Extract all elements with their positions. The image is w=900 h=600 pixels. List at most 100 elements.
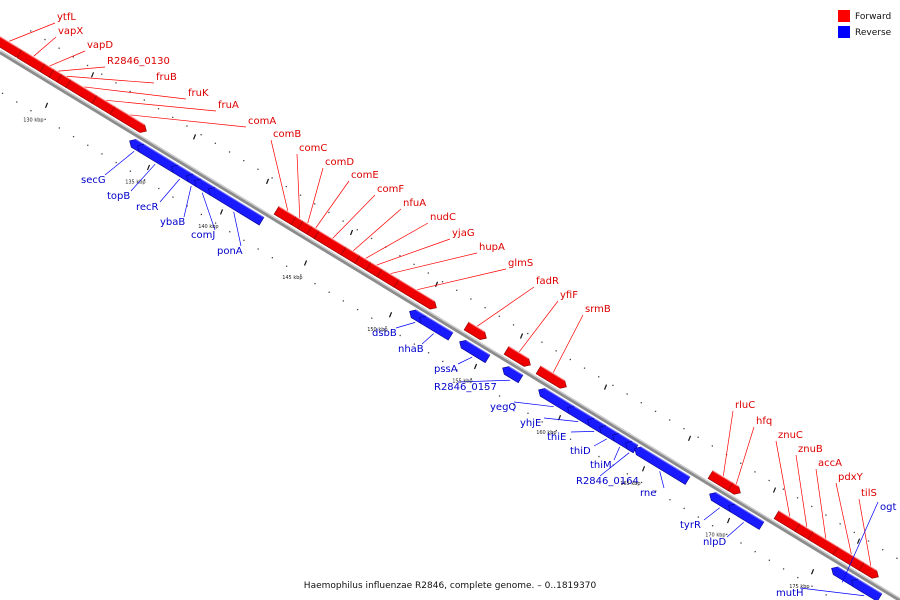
minor-tick [669,419,671,421]
major-tick [810,569,815,575]
major-tick [303,260,308,266]
forward-gene-highlight [0,36,22,50]
scale-labels: 130 kbp 135 kbp 140 kbp 145 kbp 150 kbp 155 k… [23,117,809,589]
reverse-gene-highlight [135,139,145,145]
minor-tick [456,289,458,291]
minor-tick [44,118,46,120]
minor-tick [200,213,203,216]
minor-tick [839,523,841,525]
reverse-gene-label: comJ [191,230,215,241]
scale-label: 135 kbp [125,180,145,186]
reverse-gene-highlight [605,425,620,434]
minor-tick [299,194,302,196]
forward-leader-line [835,482,852,555]
scale-label: 130 kbp [23,117,43,123]
minor-tick [285,185,287,188]
gene-labels: ytfL vapX vapD R2846_0130 fruB fruK fruA comA co… [9,12,896,599]
reverse-gene-highlight [715,492,736,505]
forward-gene-highlight [359,255,372,263]
reverse-gene-highlight [508,366,524,376]
minor-tick [811,505,813,508]
forward-gene-highlight [96,95,116,108]
minor-tick [87,144,89,146]
forward-gene-highlight [318,230,347,248]
forward-gene-label: vapX [58,26,83,37]
reverse-leader-line [159,178,180,203]
minor-tick [640,481,643,484]
reverse-gene-label: R2846_0157 [434,382,497,393]
forward-gene-highlight [468,321,486,333]
reverse-gene-label: ybaB [160,217,185,228]
forward-gene-fadR [463,321,487,340]
forward-gene-highlight [812,531,839,548]
forward-gene-label: glmS [508,258,533,269]
forward-gene-label: vapD [87,40,113,51]
minor-tick [16,101,18,103]
minor-tick [470,378,472,380]
legend-forward-label: Forward [855,12,891,22]
minor-tick [513,404,515,406]
forward-gene-label: srmB [585,304,611,315]
minor-tick [498,395,501,397]
forward-gene-highlight [837,546,865,564]
reverse-gene-highlight [544,388,575,407]
reverse-gene-label: nhaB [398,344,424,355]
backbone-highlight [0,50,900,599]
legend-forward-swatch [838,10,850,22]
forward-gene-highlight [398,279,436,302]
reverse-leader-line [659,471,665,489]
minor-tick [683,507,685,510]
backbone [0,50,900,600]
forward-gene-label: nfuA [403,198,426,209]
minor-tick [72,56,74,58]
reverse-gene-highlight [214,187,265,218]
forward-gene-highlight [732,482,740,488]
forward-gene-label: accA [818,458,842,469]
minor-tick [257,248,259,250]
scale-label: 155 kbp [452,379,472,385]
scale-label: 140 kbp [198,224,218,230]
forward-gene-label: comC [299,143,327,154]
forward-leader-line [735,426,755,485]
legend: Forward Reverse [838,10,892,38]
forward-leader-line [49,50,86,67]
minor-tick [697,516,700,518]
reverse-leader-line [703,507,720,521]
forward-leader-line [66,75,155,84]
minor-tick [740,542,742,544]
forward-gene-highlight [345,246,361,257]
minor-tick [30,30,32,32]
forward-gene-highlight [44,63,55,70]
scale-label: 150 kbp [367,327,387,333]
minor-tick [229,231,231,233]
reverse-leader-line [457,356,473,365]
forward-gene-highlight [278,206,297,218]
forward-leader-line [33,36,57,57]
minor-tick [58,47,60,49]
reverse-gene-label: pssA [434,364,458,375]
major-tick [856,538,861,544]
minor-tick [541,341,543,343]
reverse-gene-highlight [192,173,202,180]
major-tick [265,178,270,185]
minor-tick [143,99,145,101]
minor-tick [356,308,359,311]
minor-tick [583,367,586,369]
forward-gene-highlight [295,216,304,222]
reverse-gene-label: thiE [547,432,566,443]
major-tick [726,517,731,524]
forward-gene-label: pdxY [838,472,864,483]
reverse-gene-highlight [143,143,179,166]
minor-tick [300,274,302,276]
major-tick [434,281,439,287]
forward-gene-highlight [863,562,878,572]
reverse-gene-highlight [465,339,491,356]
minor-tick [470,298,472,300]
major-tick [603,384,608,390]
minor-tick [726,533,728,535]
reverse-leader-line [599,452,630,477]
reverse-gene-label: nlpD [703,537,726,548]
forward-leader-line [858,498,872,566]
forward-leader-line [417,268,507,291]
